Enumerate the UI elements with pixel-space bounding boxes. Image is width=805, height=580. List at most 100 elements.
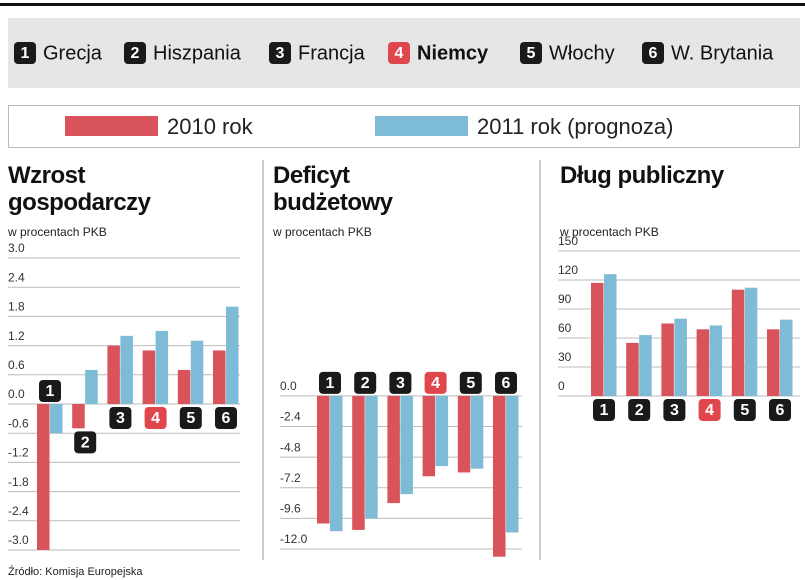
badge-label: 1	[46, 383, 55, 400]
y-tick-label: -0.6	[8, 416, 29, 430]
y-tick-label: -12.0	[280, 532, 308, 546]
badge-label: 5	[527, 45, 536, 62]
legend-swatch	[375, 116, 468, 136]
bar	[744, 287, 758, 396]
badge	[354, 371, 377, 394]
badge-label: 5	[186, 410, 195, 427]
y-tick-label: -7.2	[280, 471, 301, 485]
bar	[142, 350, 156, 404]
badge	[389, 371, 412, 394]
bar	[767, 329, 780, 396]
subtitle: w procentach PKB	[273, 225, 372, 239]
badge-label: 4	[395, 45, 404, 62]
badge	[593, 399, 615, 421]
badge-label: 1	[21, 45, 30, 62]
y-tick-label: -2.4	[8, 504, 29, 518]
bar	[155, 331, 169, 404]
y-tick-label: 3.0	[8, 241, 25, 255]
badge-label: 1	[600, 402, 609, 419]
badge	[698, 399, 721, 421]
bar	[709, 325, 723, 396]
bar	[422, 395, 436, 477]
y-tick-label: -3.0	[8, 533, 29, 547]
y-tick-label: 0.6	[8, 358, 25, 372]
badge	[109, 407, 132, 429]
y-tick-label: -1.2	[8, 446, 29, 460]
bar	[107, 345, 120, 404]
y-tick-label: 90	[558, 292, 572, 306]
badge	[769, 399, 791, 421]
subtitle: w procentach PKB	[560, 225, 659, 239]
badge-label: 3	[670, 402, 679, 419]
country-name: Francja	[298, 42, 366, 64]
bar	[626, 342, 639, 396]
badge-label: 6	[502, 375, 511, 392]
country-name: Hiszpania	[153, 42, 242, 64]
bar	[591, 282, 604, 396]
bar	[400, 395, 413, 495]
badge-label: 3	[276, 45, 285, 62]
badge-label: 2	[81, 435, 90, 452]
badge-label: 1	[326, 375, 335, 392]
y-tick-label: -2.4	[280, 410, 301, 424]
badge	[215, 407, 237, 429]
badge-label: 2	[131, 45, 140, 62]
badge	[39, 380, 61, 402]
y-tick-label: 60	[558, 321, 572, 335]
y-tick-label: -9.6	[280, 502, 301, 516]
y-tick-label: 150	[558, 234, 578, 248]
badge-label: 3	[396, 375, 405, 392]
badge	[14, 42, 36, 64]
bar	[604, 274, 617, 396]
bar	[85, 369, 98, 404]
badge-label: 3	[116, 410, 125, 427]
badge	[520, 42, 542, 64]
badge-label: 6	[776, 402, 785, 419]
country-name: Niemcy	[417, 42, 489, 64]
bar	[435, 395, 449, 467]
badge-label: 5	[740, 402, 749, 419]
y-tick-label: 0.0	[280, 379, 297, 393]
bar	[365, 395, 378, 519]
badge	[628, 399, 651, 421]
bar	[72, 404, 85, 429]
bar	[317, 395, 330, 524]
source: Źródło: Komisja Europejska	[8, 565, 143, 578]
bar	[50, 404, 63, 434]
badge	[495, 371, 517, 394]
country-name: Grecja	[43, 42, 103, 64]
badge-label: 4	[431, 375, 440, 392]
badge	[319, 371, 341, 394]
bar	[177, 369, 191, 404]
y-tick-label: 1.8	[8, 300, 25, 314]
y-tick-label: 2.4	[8, 270, 25, 284]
badge	[124, 42, 146, 64]
badge	[74, 431, 97, 454]
y-tick-label: 0	[558, 379, 565, 393]
badge	[459, 371, 482, 394]
top-rule	[0, 3, 805, 6]
chart-title: Dług publiczny	[560, 162, 724, 189]
bar	[387, 395, 400, 504]
bar	[661, 323, 674, 396]
badge	[269, 42, 291, 64]
bar	[470, 395, 484, 469]
bar	[493, 395, 506, 557]
badge-label: 5	[466, 375, 475, 392]
badge-label: 2	[361, 375, 370, 392]
badge-label: 6	[222, 410, 231, 427]
bar	[639, 335, 652, 396]
badge	[424, 371, 447, 394]
bar	[330, 395, 343, 532]
bar	[506, 395, 519, 533]
badge	[179, 407, 202, 429]
chart-title: Wzrost gospodarczy	[8, 162, 151, 216]
y-tick-label: 0.0	[8, 387, 25, 401]
badge-label: 4	[705, 402, 714, 419]
badge	[642, 42, 664, 64]
bar	[352, 395, 365, 530]
chart-title: Deficyt budżetowy	[273, 162, 393, 216]
bar	[674, 318, 687, 396]
